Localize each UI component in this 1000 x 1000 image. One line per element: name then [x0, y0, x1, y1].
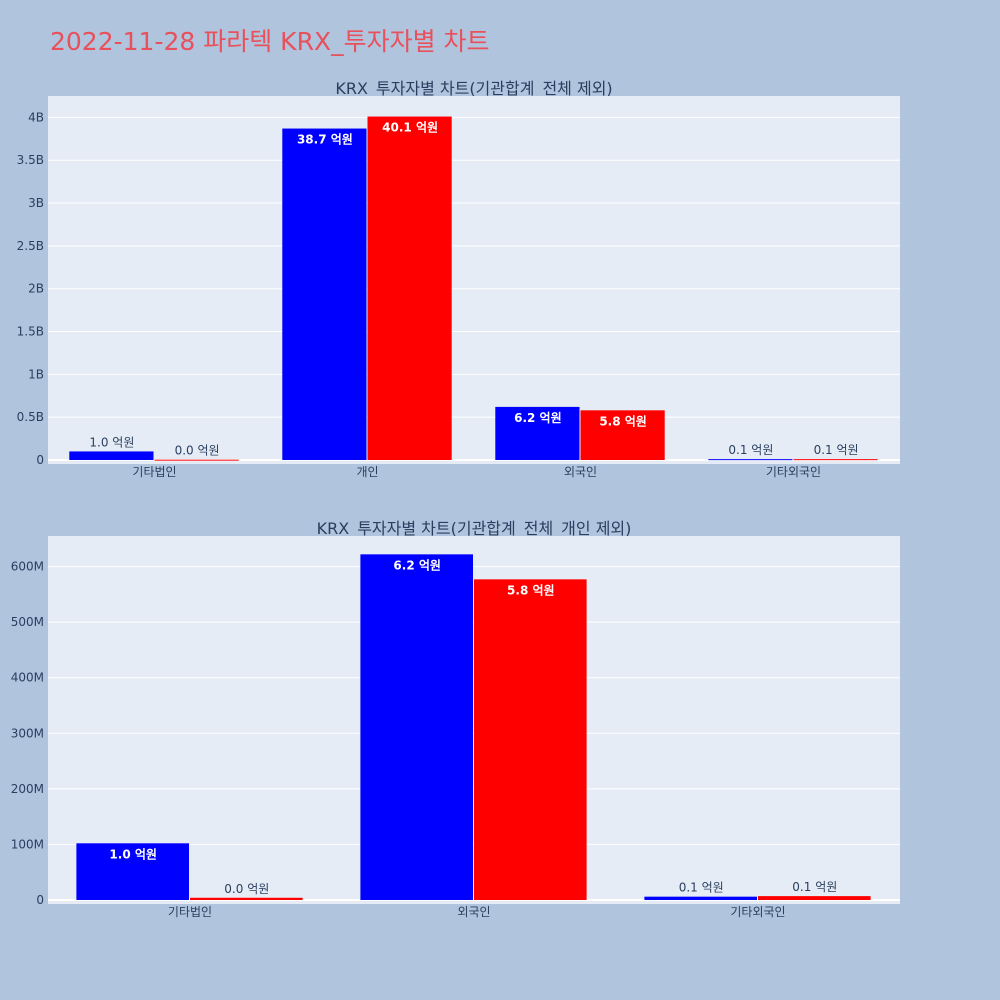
bar — [360, 554, 473, 900]
data-label: 5.8 억원 — [599, 414, 647, 428]
bar — [474, 579, 587, 900]
data-label: 0.1 억원 — [792, 880, 837, 894]
y-tick-label: 300M — [11, 726, 44, 740]
bar — [495, 406, 580, 460]
y-tick-label: 100M — [11, 837, 44, 851]
bar — [282, 128, 367, 460]
y-tick-label: 600M — [11, 560, 44, 574]
y-tick-label: 0 — [36, 893, 44, 907]
y-tick-label: 200M — [11, 782, 44, 796]
x-tick-label: 개인 — [356, 465, 378, 479]
data-label: 0.1 억원 — [728, 443, 773, 457]
bar — [76, 843, 189, 900]
x-tick-label: 기타외국인 — [766, 465, 821, 479]
bar — [154, 459, 239, 461]
bar — [69, 451, 154, 460]
bar — [708, 459, 793, 461]
y-tick-label: 1B — [28, 367, 44, 381]
data-label: 38.7 억원 — [297, 133, 353, 147]
y-tick-label: 0 — [36, 453, 44, 467]
chart-top: KRX_투자자별 차트(기관합계_전체 제외) 0 0.5B 1B 1.5B 2B 2.5B… — [17, 79, 900, 479]
bar — [367, 116, 452, 460]
subplot-title: KRX_투자자별 차트(기관합계_전체_개인 제외) — [317, 519, 632, 539]
bar — [644, 896, 757, 900]
y-tick-label: 0.5B — [17, 410, 44, 424]
data-label: 1.0 억원 — [109, 847, 157, 861]
bar — [793, 459, 878, 461]
data-label: 1.0 억원 — [89, 435, 134, 449]
plot-area — [48, 96, 900, 464]
chart-bottom: KRX_투자자별 차트(기관합계_전체_개인 제외) 0 100M 200M 300M 4… — [11, 519, 900, 919]
data-label: 0.1 억원 — [814, 443, 859, 457]
x-tick-label: 기타법인 — [132, 465, 176, 479]
bar — [580, 410, 665, 460]
data-label: 0.1 억원 — [679, 881, 724, 895]
data-label: 0.0 억원 — [175, 444, 220, 458]
y-tick-label: 2.5B — [17, 239, 44, 253]
y-tick-label: 500M — [11, 615, 44, 629]
y-tick-label: 2B — [28, 282, 44, 296]
x-tick-label: 외국인 — [564, 465, 597, 479]
subplot-title: KRX_투자자별 차트(기관합계_전체 제외) — [335, 79, 612, 99]
data-label: 40.1 억원 — [382, 121, 438, 135]
page-title: 2022-11-28 파라텍 KRX_투자자별 차트 — [50, 27, 490, 56]
x-tick-label: 기타외국인 — [730, 905, 785, 919]
y-tick-label: 400M — [11, 671, 44, 685]
data-label: 5.8 억원 — [507, 583, 555, 597]
bar — [190, 897, 303, 900]
y-tick-label: 3.5B — [17, 153, 44, 167]
x-tick-label: 외국인 — [457, 905, 490, 919]
data-label: 6.2 억원 — [514, 411, 562, 425]
bar — [758, 896, 871, 900]
y-tick-label: 4B — [28, 110, 44, 124]
y-tick-label: 1.5B — [17, 325, 44, 339]
data-label: 6.2 억원 — [393, 558, 441, 572]
data-label: 0.0 억원 — [224, 882, 269, 896]
y-tick-label: 3B — [28, 196, 44, 210]
x-tick-label: 기타법인 — [168, 905, 212, 919]
